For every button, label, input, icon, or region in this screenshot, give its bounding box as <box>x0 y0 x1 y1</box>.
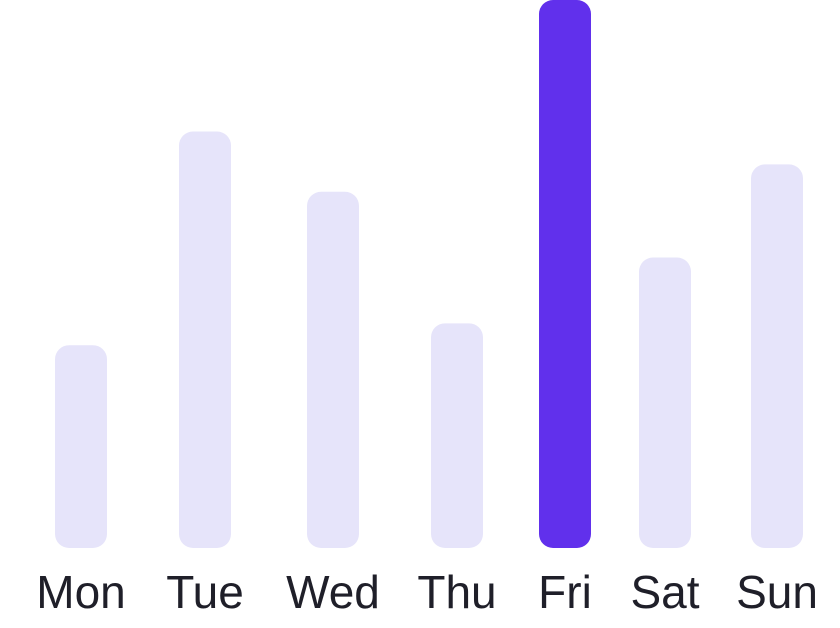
bar-thu <box>431 323 483 548</box>
bar-mon <box>55 345 107 548</box>
bar-tue <box>179 131 231 548</box>
day-labels-group: Mon Tue Wed Thu Fri Sat Sun <box>36 566 818 618</box>
day-label-sun: Sun <box>736 566 818 618</box>
bar-fri <box>539 0 591 548</box>
day-label-wed: Wed <box>286 566 380 618</box>
day-label-fri: Fri <box>538 566 592 618</box>
bar-sat <box>639 257 691 548</box>
day-label-sat: Sat <box>630 566 699 618</box>
day-label-thu: Thu <box>417 566 496 618</box>
bar-sun <box>751 164 803 548</box>
day-label-tue: Tue <box>166 566 244 618</box>
bar-wed <box>307 191 359 549</box>
day-label-mon: Mon <box>36 566 125 618</box>
bars-group <box>55 0 803 549</box>
